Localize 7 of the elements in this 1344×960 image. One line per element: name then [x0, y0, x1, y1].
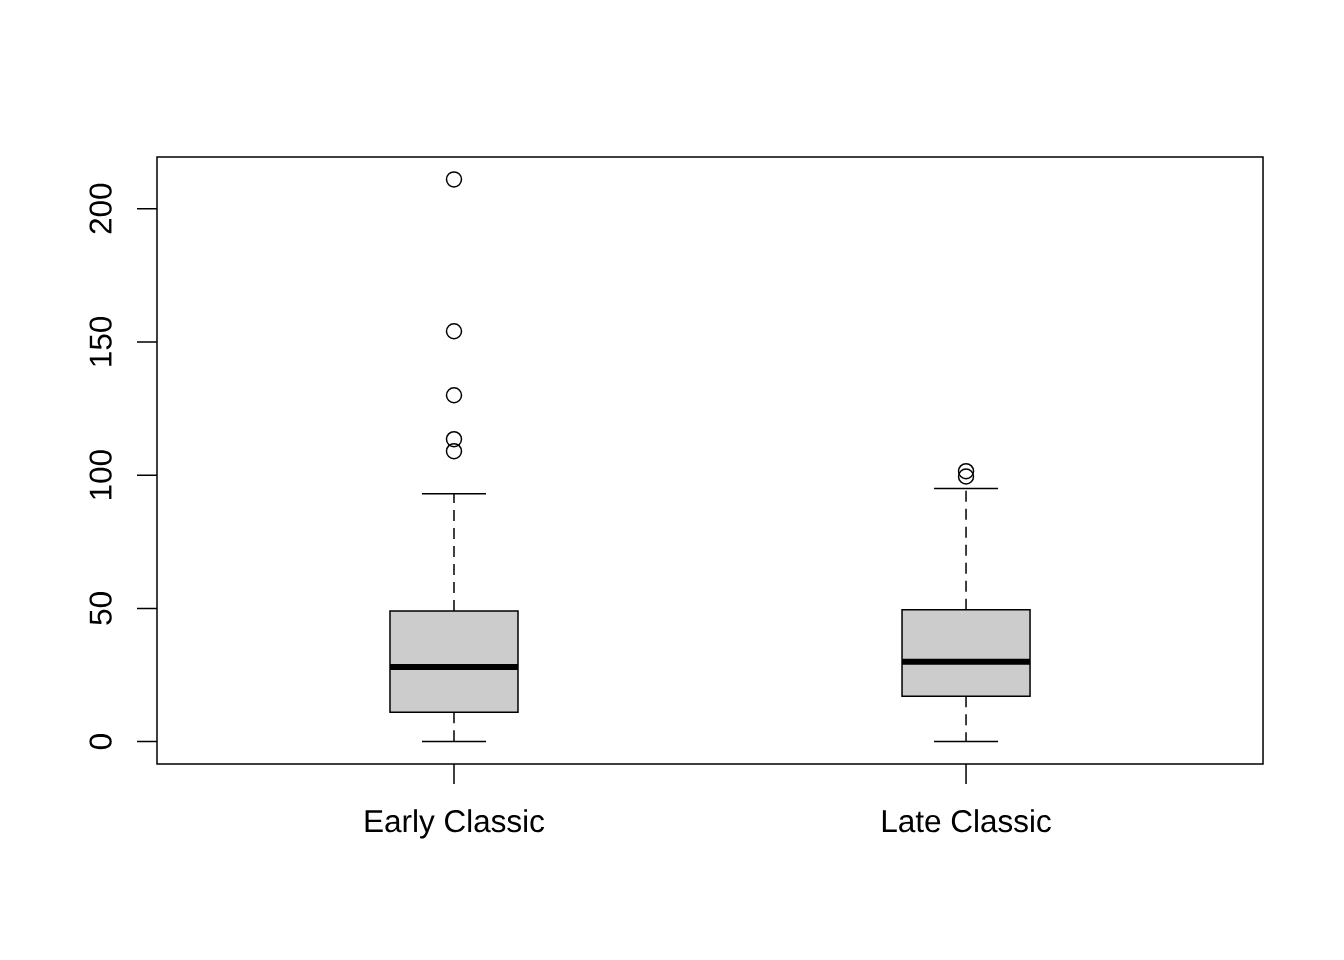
y-tick-label: 150: [89, 316, 112, 366]
x-tick-label: Early Classic: [365, 809, 545, 839]
y-tick-label: 200: [89, 183, 112, 234]
y-tick-label: 100: [89, 450, 112, 499]
y-tick-label: 50: [89, 592, 112, 625]
x-tick-label: Late Classic: [882, 809, 1051, 833]
y-tick-label: 0: [89, 734, 112, 750]
